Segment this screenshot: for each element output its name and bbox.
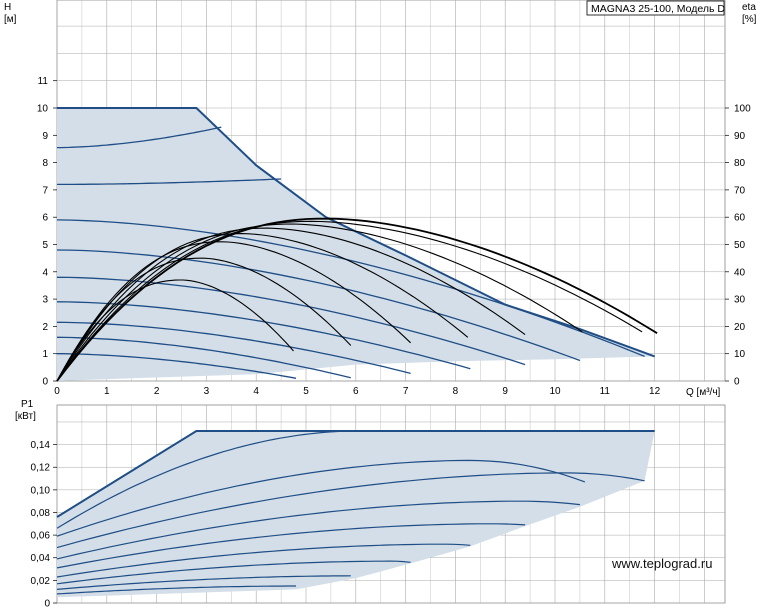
head-axis-title: H bbox=[4, 2, 11, 13]
head-axis-unit: [м] bbox=[4, 14, 17, 25]
eta-axis-title: eta bbox=[742, 2, 756, 13]
eta-curve-5 bbox=[56, 227, 526, 382]
eta-tick-label: 80 bbox=[734, 158, 746, 169]
power-curve-1 bbox=[56, 585, 296, 595]
power-max-curve bbox=[56, 430, 655, 518]
flow-tick-label: 0 bbox=[54, 386, 60, 397]
eta-curve-6 bbox=[56, 223, 583, 382]
power-chart-axes: 0 0,02 0,04 0,06 0,08 0,10 0,12 0,14 bbox=[31, 440, 57, 610]
power-operating-area bbox=[57, 431, 655, 598]
power-curve-5 bbox=[56, 523, 526, 569]
eta-axis-unit: [%] bbox=[742, 14, 757, 25]
power-axis-title: P1 bbox=[21, 399, 34, 410]
head-max-curve bbox=[57, 107, 655, 358]
flow-tick-label: 3 bbox=[204, 386, 210, 397]
efficiency-curves bbox=[56, 217, 658, 382]
power-curve-4 bbox=[56, 543, 471, 578]
eta-tick-label: 90 bbox=[734, 131, 746, 142]
head-curve-1 bbox=[57, 353, 297, 379]
flow-tick-label: 10 bbox=[549, 386, 561, 397]
flow-tick-label: 1 bbox=[104, 386, 110, 397]
power-curve-8 bbox=[56, 459, 586, 537]
eta-curve-7 bbox=[56, 220, 643, 382]
model-label-box bbox=[586, 0, 725, 16]
flow-tick-label: 11 bbox=[600, 386, 611, 397]
eta-tick-label: 100 bbox=[734, 104, 751, 115]
eta-tick-label: 70 bbox=[734, 185, 746, 196]
flow-tick-label: 5 bbox=[303, 386, 309, 397]
power-curve-9 bbox=[56, 430, 366, 529]
website-label: www.teplograd.ru bbox=[611, 556, 712, 571]
flow-axis-title: Q [м³/ч] bbox=[686, 387, 721, 398]
power-tick-label: 0,06 bbox=[31, 531, 51, 542]
power-curve-6 bbox=[56, 500, 580, 560]
power-tick-label: 0,14 bbox=[31, 440, 51, 451]
flow-tick-label: 8 bbox=[453, 386, 459, 397]
eta-curve-3 bbox=[56, 241, 411, 382]
head-curve-8 bbox=[57, 178, 282, 186]
head-tick-label: 2 bbox=[42, 322, 48, 333]
head-curve-2 bbox=[56, 336, 351, 379]
head-tick-label: 1 bbox=[42, 349, 48, 360]
power-axis-unit: [кВт] bbox=[15, 411, 36, 422]
head-tick-label: 9 bbox=[42, 131, 48, 142]
head-tick-label: 0 bbox=[42, 377, 48, 388]
power-tick-label: 0,02 bbox=[31, 576, 51, 587]
eta-tick-label: 40 bbox=[734, 267, 746, 278]
flow-tick-label: 6 bbox=[353, 386, 359, 397]
head-curve-3 bbox=[56, 321, 411, 375]
head-tick-label: 4 bbox=[42, 267, 48, 278]
eta-tick-label: 60 bbox=[734, 213, 746, 224]
head-tick-label: 5 bbox=[42, 240, 48, 251]
power-tick-label: 0,10 bbox=[31, 485, 51, 496]
power-tick-label: 0,08 bbox=[31, 508, 51, 519]
model-label: MAGNA3 25-100, Модель D bbox=[591, 3, 725, 15]
eta-tick-label: 10 bbox=[734, 349, 746, 360]
power-tick-label: 0,04 bbox=[31, 553, 51, 564]
power-area-fill bbox=[57, 431, 655, 598]
power-tick-label: 0 bbox=[44, 599, 50, 610]
flow-tick-label: 7 bbox=[403, 386, 409, 397]
head-curve-4 bbox=[56, 301, 471, 370]
head-tick-label: 6 bbox=[42, 213, 48, 224]
flow-tick-label: 4 bbox=[253, 386, 259, 397]
power-curves bbox=[56, 430, 655, 595]
power-curve-2 bbox=[56, 575, 351, 590]
head-tick-label: 11 bbox=[38, 76, 49, 87]
head-curve-6 bbox=[56, 249, 581, 362]
eta-curve-8 bbox=[56, 217, 658, 382]
head-tick-label: 3 bbox=[42, 295, 48, 306]
power-curve-7 bbox=[56, 472, 645, 549]
head-tick-label: 10 bbox=[37, 104, 49, 115]
head-curve-9 bbox=[57, 126, 222, 149]
head-tick-label: 7 bbox=[42, 185, 48, 196]
eta-tick-label: 30 bbox=[734, 295, 746, 306]
head-tick-label: 8 bbox=[42, 158, 48, 169]
eta-curve-4 bbox=[56, 233, 469, 382]
eta-tick-label: 0 bbox=[734, 377, 740, 388]
eta-tick-label: 20 bbox=[734, 322, 746, 333]
power-curve-3 bbox=[56, 560, 411, 585]
eta-tick-label: 50 bbox=[734, 240, 746, 251]
flow-tick-label: 9 bbox=[502, 386, 508, 397]
flow-tick-label: 2 bbox=[154, 386, 160, 397]
power-tick-label: 0,12 bbox=[31, 463, 51, 474]
eta-curve-1 bbox=[56, 279, 294, 382]
flow-tick-label: 12 bbox=[649, 386, 661, 397]
